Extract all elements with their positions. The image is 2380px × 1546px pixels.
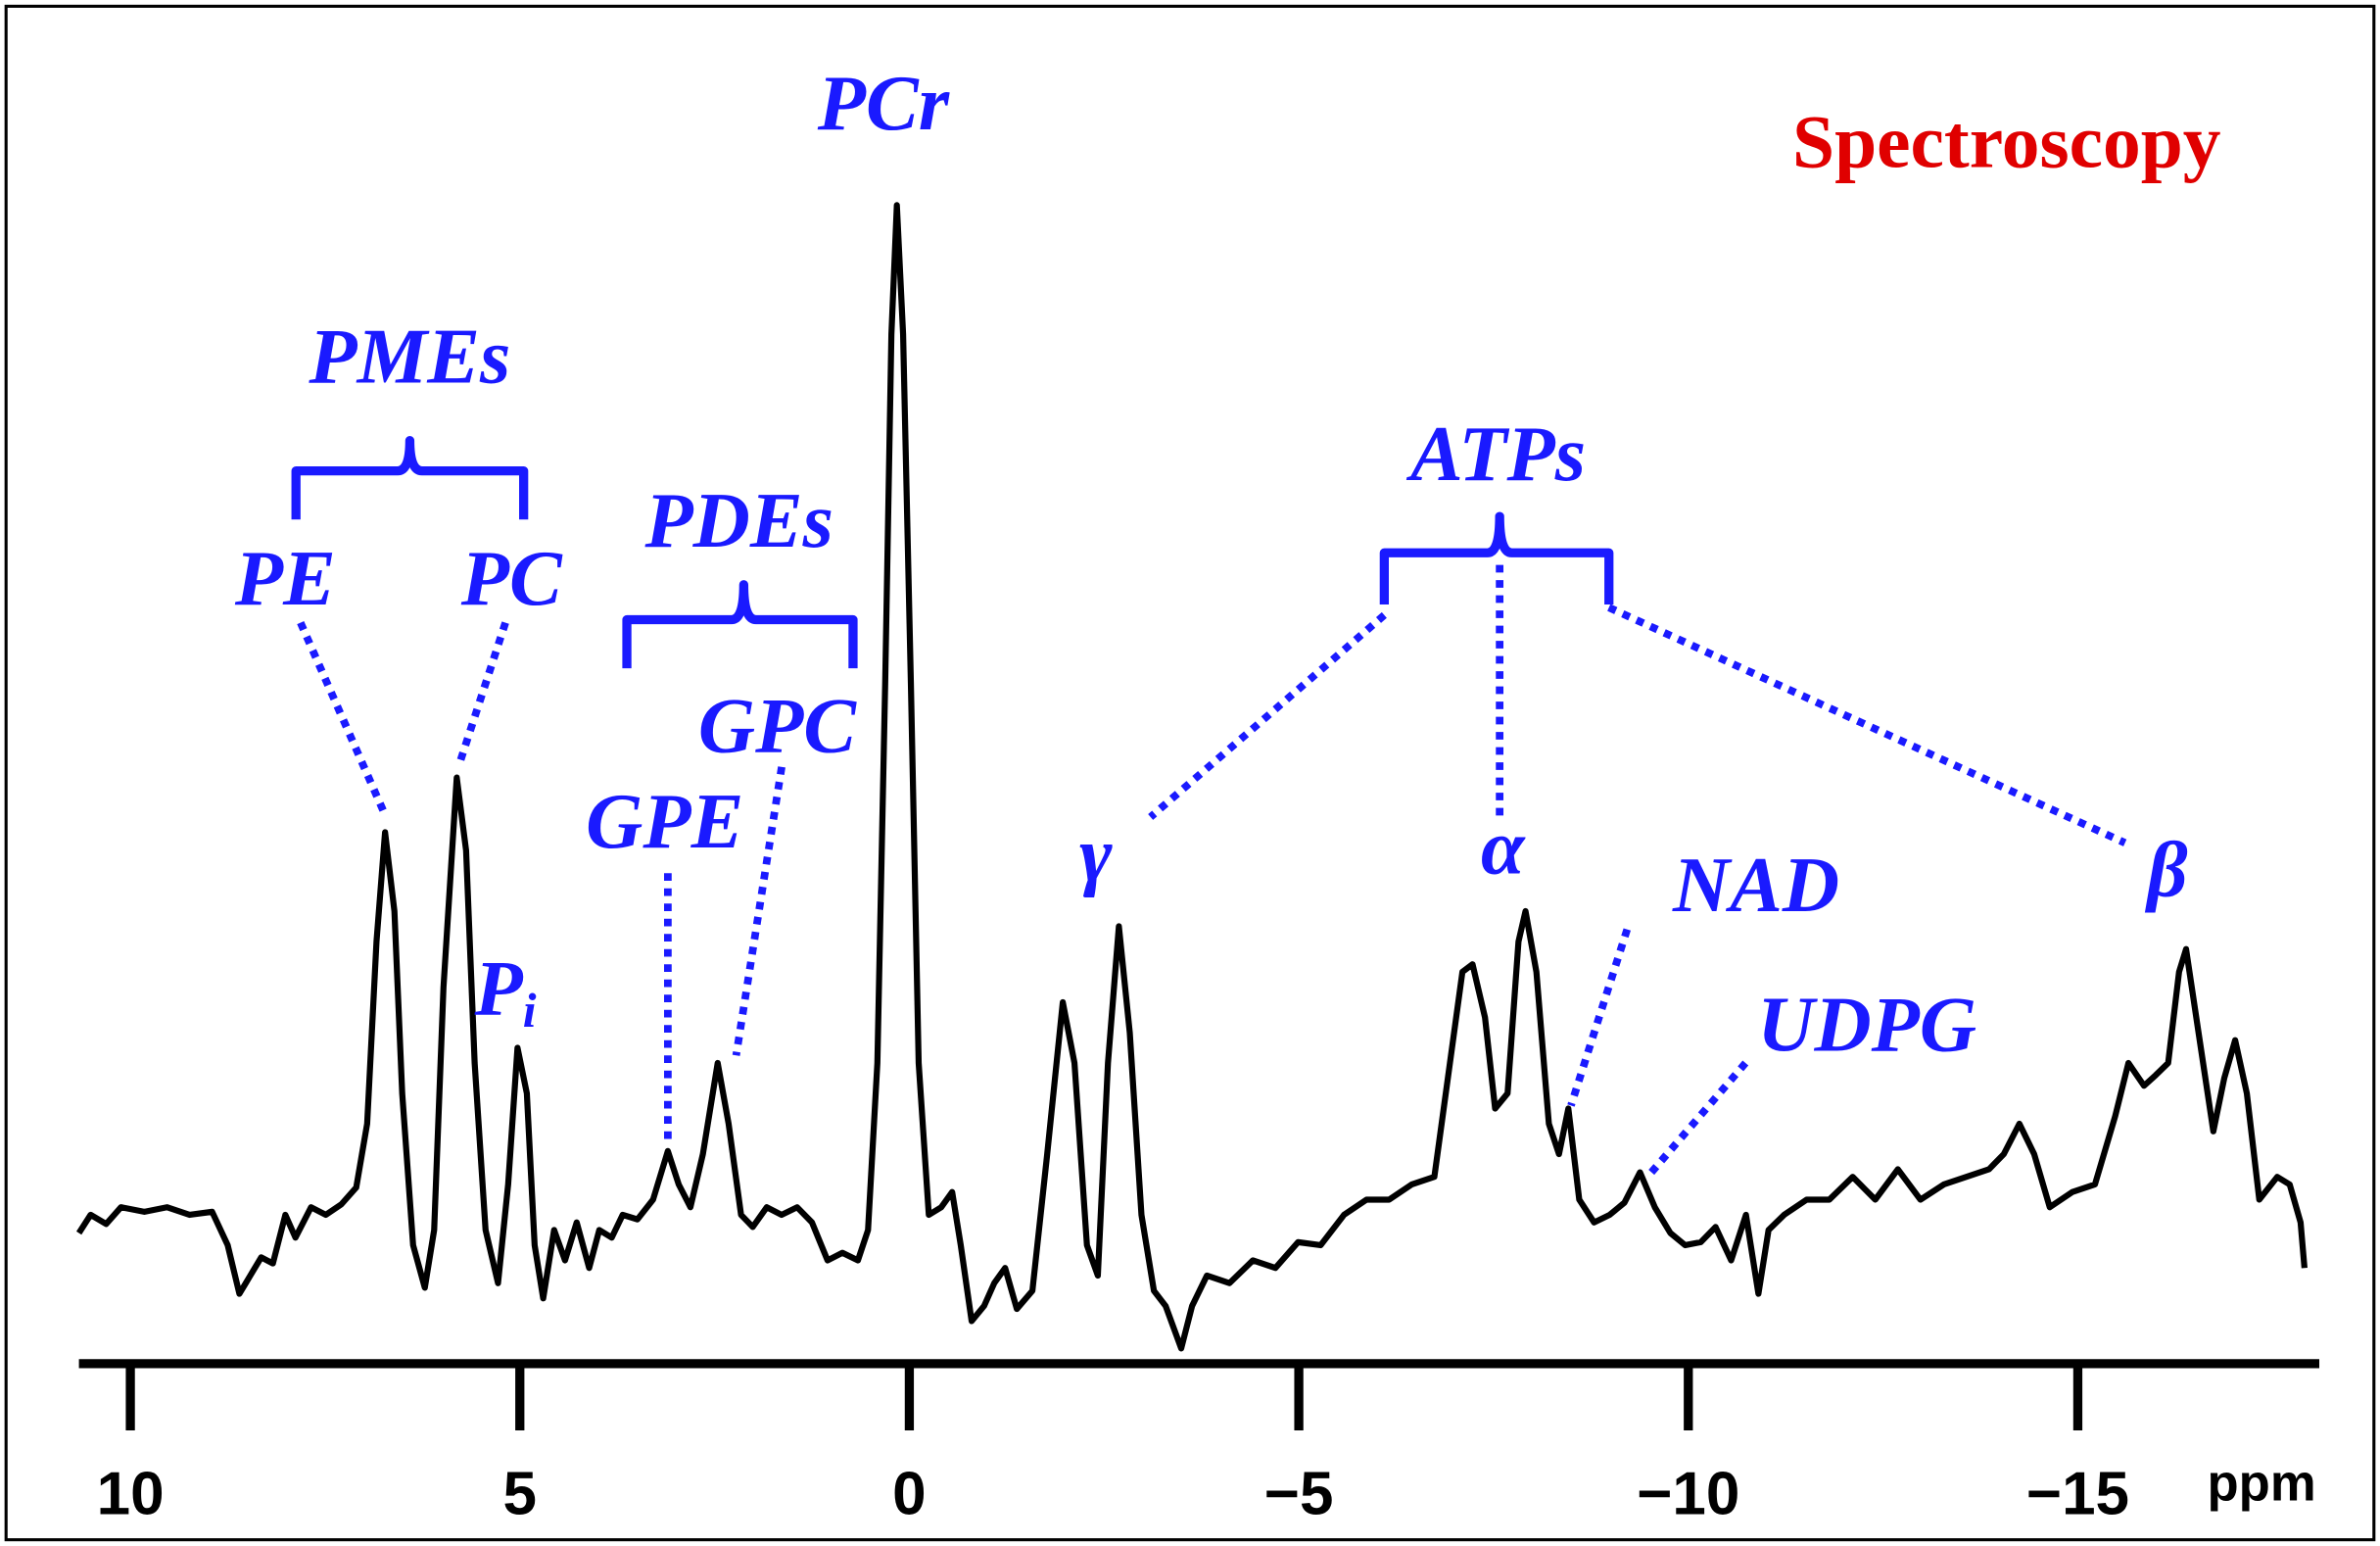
peak-label-text: α (1481, 803, 1526, 891)
leader-line (1567, 928, 1632, 1107)
leader-line (297, 621, 388, 814)
x-axis-label: ppm (2208, 1454, 2316, 1512)
x-tick-label: −10 (1637, 1460, 1739, 1527)
peak-label: ATPs (1405, 411, 1586, 498)
peak-label: PMEs (308, 314, 510, 401)
peak-label: PDEs (643, 477, 833, 564)
spectrum-line (75, 202, 2308, 1352)
leader-line (1148, 611, 1387, 820)
peak-label: PE (234, 535, 336, 622)
x-tick-label: 0 (892, 1460, 926, 1527)
annotation-guides (291, 435, 2127, 1176)
peak-label: PCr (817, 60, 950, 147)
leader-line (732, 766, 785, 1056)
peak-label-text: γ (1079, 811, 1113, 898)
peak-label-text: PE (234, 535, 336, 622)
peak-label-text: ATPs (1405, 411, 1586, 498)
peak-label-text: PC (460, 535, 563, 622)
peak-label: α (1481, 803, 1526, 891)
peak-label-text: PDEs (643, 477, 833, 564)
peak-label-text: β (2144, 827, 2187, 914)
peak-label: GPE (586, 778, 743, 865)
peak-label-text: P (474, 944, 524, 1032)
frame (4, 4, 2376, 1542)
x-tick-label: −15 (2026, 1460, 2129, 1527)
peak-label-text: PMEs (308, 314, 510, 401)
peak-label: UDPG (1757, 982, 1976, 1069)
peak-label-text: NAD (1672, 842, 1839, 929)
peak-label-text: UDPG (1757, 982, 1976, 1069)
peak-label: γ (1079, 811, 1113, 898)
leader-line (1607, 604, 2127, 846)
brace (622, 580, 858, 669)
brace (291, 435, 529, 520)
peak-label: GPC (698, 682, 857, 769)
peak-label: NAD (1672, 842, 1839, 929)
x-tick-label: 5 (503, 1460, 537, 1527)
chart-title: Spectroscopy (1792, 100, 2221, 184)
x-tick-label: −5 (1264, 1460, 1334, 1527)
peak-label: Pi (474, 944, 537, 1037)
leader-line (454, 621, 509, 769)
peak-label-text: GPC (698, 682, 857, 769)
peak-label-subscript: i (523, 984, 537, 1038)
peak-label: PC (460, 535, 563, 622)
brace (1379, 511, 1614, 604)
peak-label: β (2144, 827, 2187, 914)
peak-label-text: PCr (817, 60, 950, 147)
x-tick-label: 10 (97, 1460, 165, 1527)
peak-label-text: GPE (586, 778, 743, 865)
